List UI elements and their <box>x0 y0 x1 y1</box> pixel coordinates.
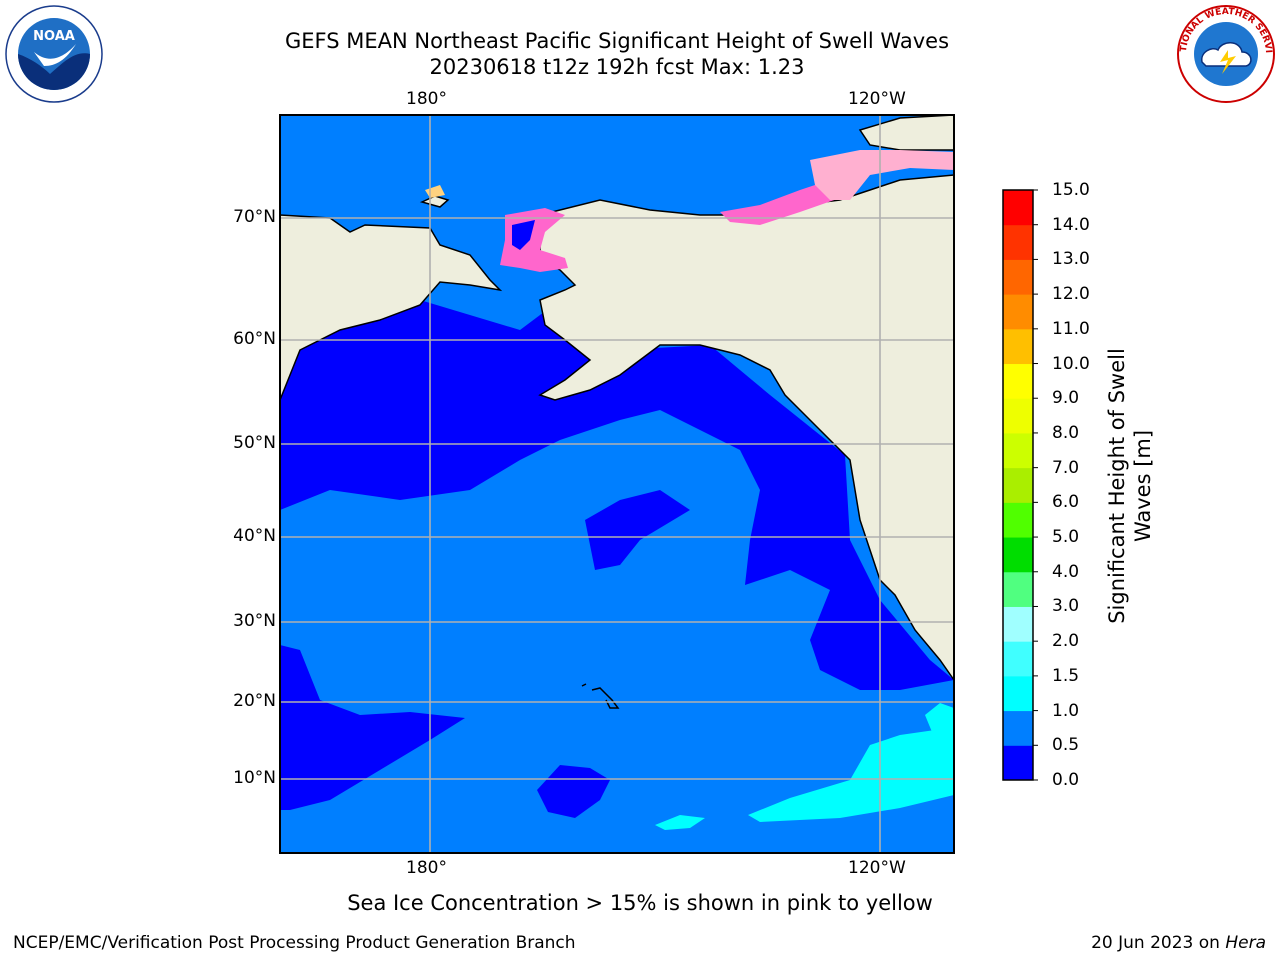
colorbar-segment <box>1003 190 1033 226</box>
colorbar-segment <box>1003 745 1033 781</box>
colorbar-tick-label: 0.5 <box>1052 735 1080 756</box>
chart-subtitle-run: 20230618 t12z 192h fcst Max: 1.23 <box>429 55 805 79</box>
footer-host: Hera <box>1225 933 1266 953</box>
colorbar-tick-label: 4.0 <box>1052 561 1080 582</box>
colorbar-tick-label: 13.0 <box>1052 249 1090 270</box>
colorbar-frame <box>1002 189 1034 781</box>
colorbar-tick-label: 10.0 <box>1052 353 1090 374</box>
colorbar-tick-label: 2.0 <box>1052 631 1080 652</box>
colorbar-tick-label: 1.5 <box>1052 665 1080 686</box>
lon-tick-bottom-120w: 120°W <box>848 858 906 878</box>
colorbar-segment <box>1003 641 1033 677</box>
map-content <box>280 115 954 853</box>
lon-tick-top-180: 180° <box>406 89 447 109</box>
colorbar <box>1002 189 1038 781</box>
colorbar-tick-label: 0.0 <box>1052 770 1080 790</box>
map-frame <box>279 114 955 854</box>
lat-tick-70n: 70°N <box>233 207 276 227</box>
sea-ice-arctic-archipelago <box>810 150 954 200</box>
colorbar-segment <box>1003 294 1033 330</box>
colorbar-segment <box>1003 432 1033 469</box>
colorbar-tick-label: 11.0 <box>1052 318 1090 339</box>
footer-date: 20 Jun 2023 on Hera <box>1091 932 1266 954</box>
colorbar-title: Significant Height of Swell Waves [m] <box>1104 348 1156 624</box>
colorbar-segment <box>1003 363 1033 399</box>
map-gridlines <box>280 115 954 853</box>
colorbar-segment <box>1003 571 1033 607</box>
swell-field-0.0-0.5-lobe <box>585 490 690 570</box>
colorbar-tick-label: 14.0 <box>1052 214 1090 235</box>
lat-tick-40n: 40°N <box>233 526 276 546</box>
land-siberia <box>280 214 503 401</box>
colorbar-title-line1: Significant Height of Swell <box>1105 348 1129 624</box>
colorbar-segment <box>1003 537 1033 573</box>
lat-tick-60n: 60°N <box>233 329 276 349</box>
swell-field-1.0-1.5-east <box>748 730 954 822</box>
lat-tick-50n: 50°N <box>233 433 276 453</box>
swell-field-0.0-0.5-southwest <box>280 645 465 810</box>
colorbar-tick-label: 6.0 <box>1052 492 1080 513</box>
swell-field-0.0-0.5-north <box>280 300 954 690</box>
svg-text:NOAA: NOAA <box>33 29 75 44</box>
colorbar-segment <box>1003 398 1033 434</box>
colorbar-segment <box>1003 224 1033 260</box>
colorbar-segment <box>1003 710 1033 746</box>
sea-ice-beaufort <box>720 180 850 225</box>
colorbar-tick-label: 7.0 <box>1052 457 1080 478</box>
colorbar-tick-label: 8.0 <box>1052 422 1080 443</box>
sea-ice-beaufort-core <box>512 220 535 250</box>
colorbar-segment <box>1003 259 1033 295</box>
colorbar-tick-label: 12.0 <box>1052 284 1090 305</box>
land-arctic-islands <box>858 115 954 151</box>
lon-tick-bottom-180: 180° <box>406 858 447 878</box>
nws-logo: NATIONAL WEATHER SERVICE <box>1176 4 1275 103</box>
lon-tick-top-120w: 120°W <box>848 89 906 109</box>
colorbar-tick-label: 5.0 <box>1052 527 1080 548</box>
colorbar-segment <box>1003 675 1033 712</box>
footer-credit: NCEP/EMC/Verification Post Processing Pr… <box>13 933 576 953</box>
colorbar-segment <box>1003 502 1033 538</box>
colorbar-tick-label: 3.0 <box>1052 596 1080 617</box>
swell-field-1.0-1.5-small <box>655 815 705 830</box>
colorbar-segment <box>1003 328 1033 365</box>
footer-date-text: 20 Jun 2023 on <box>1091 933 1220 953</box>
chart-title: GEFS MEAN Northeast Pacific Significant … <box>284 29 950 53</box>
noaa-logo: NOAA <box>5 5 103 103</box>
colorbar-segment <box>1003 467 1033 503</box>
colorbar-title-line2: Waves [m] <box>1131 429 1155 543</box>
colorbar-segment <box>1003 606 1033 642</box>
colorbar-tick-label: 15.0 <box>1052 180 1090 200</box>
land-hawaii <box>581 683 620 709</box>
colorbar-tick-label: 9.0 <box>1052 388 1080 409</box>
lat-tick-20n: 20°N <box>233 691 276 711</box>
sea-ice-note: Sea Ice Concentration > 15% is shown in … <box>347 891 933 915</box>
lat-tick-10n: 10°N <box>233 768 276 788</box>
colorbar-tick-label: 1.0 <box>1052 700 1080 721</box>
swell-field-1.0-1.5-patch <box>925 703 954 735</box>
lat-tick-30n: 30°N <box>233 611 276 631</box>
